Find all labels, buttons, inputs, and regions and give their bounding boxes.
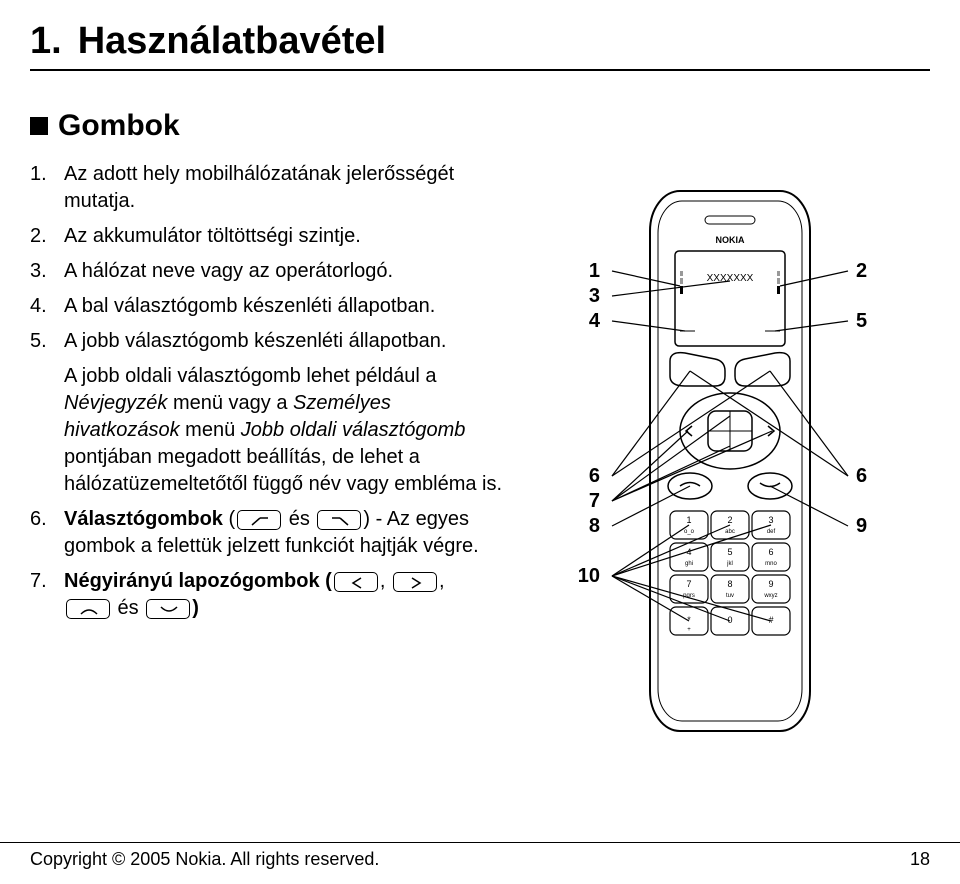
nav-up-icon [66, 599, 110, 619]
list-item: 6. Választógombok ( és ) - Az egyes gomb… [30, 506, 510, 560]
item-text: A bal választógomb készenléti állapotban… [64, 293, 510, 320]
key-8: 8 [727, 579, 732, 589]
key-9b: wxyz [763, 593, 777, 599]
text-column: 1. Az adott hely mobilhálózatának jelerő… [30, 161, 510, 746]
key-2: 2 [727, 515, 732, 525]
key-2b: abc [725, 529, 735, 535]
sub-part: menü [180, 419, 241, 441]
key-6b: mno [765, 561, 777, 567]
brand-text: NOKIA [716, 235, 746, 245]
phone-figure: NOKIA XXXXXXX [530, 161, 930, 746]
key-1b: o_o [684, 529, 695, 535]
nav-down-icon [146, 599, 190, 619]
nav-right-icon [393, 572, 437, 592]
section-title: Gombok [58, 109, 180, 143]
phone-svg: NOKIA XXXXXXX [530, 181, 930, 741]
item-text: Választógombok ( és ) - Az egyes gombok … [64, 506, 510, 560]
callout-3: 3 [589, 285, 600, 307]
item-text: Négyirányú lapozógombok (, , és ) [64, 568, 510, 622]
sub-part: A jobb oldali választógomb lehet például… [64, 365, 436, 387]
key-9: 9 [768, 579, 773, 589]
chapter-title: 1. Használatbavétel [30, 20, 930, 63]
item-text: A hálózat neve vagy az operátorlogó. [64, 258, 510, 285]
key-8b: tuv [726, 593, 734, 599]
nav-left-icon [334, 572, 378, 592]
sub-part: pontjában megadott beállítás, de lehet a… [64, 446, 502, 495]
softkey-left-icon [237, 510, 281, 530]
item-part: ) [192, 597, 199, 619]
item-part: ( [223, 508, 235, 530]
item-number: 7. [30, 568, 54, 622]
list-item: 5. A jobb választógomb készenléti állapo… [30, 328, 510, 355]
item-number: 5. [30, 328, 54, 355]
sub-italic: Névjegyzék [64, 392, 167, 414]
content-row: 1. Az adott hely mobilhálózatának jelerő… [30, 161, 930, 746]
page-footer: Copyright © 2005 Nokia. All rights reser… [0, 842, 960, 870]
callout-5: 5 [856, 310, 867, 332]
title-rule [30, 69, 930, 71]
copyright-text: Copyright © 2005 Nokia. All rights reser… [30, 849, 379, 870]
section-bullet-icon [30, 117, 48, 135]
list-item: 4. A bal választógomb készenléti állapot… [30, 293, 510, 320]
screen-text: XXXXXXX [707, 273, 754, 284]
key-4b: ghi [685, 561, 693, 567]
item-bold: Választógombok [64, 508, 223, 530]
list-item: 2. Az akkumulátor töltöttségi szintje. [30, 223, 510, 250]
callout-2: 2 [856, 260, 867, 282]
item-bold: Négyirányú lapozógombok ( [64, 570, 332, 592]
chapter-number: 1. [30, 20, 62, 63]
key-3b: def [767, 529, 776, 535]
callout-6l: 6 [589, 465, 600, 487]
key-5b: jkl [726, 561, 733, 567]
chapter-heading: Használatbavétel [78, 20, 386, 63]
sub-part: menü vagy a [167, 392, 293, 414]
item-text: Az adott hely mobilhálózatának jelerőssé… [64, 161, 510, 215]
key-7: 7 [686, 579, 691, 589]
item-text: Az akkumulátor töltöttségi szintje. [64, 223, 510, 250]
item-text: A jobb választógomb készenléti állapotba… [64, 328, 510, 355]
callout-8: 8 [589, 515, 600, 537]
list-item: 3. A hálózat neve vagy az operátorlogó. [30, 258, 510, 285]
item-part: , [380, 570, 391, 592]
sub-italic: Jobb oldali választógomb [241, 419, 466, 441]
key-1: 1 [686, 515, 691, 525]
page-number: 18 [910, 849, 930, 870]
item-number: 1. [30, 161, 54, 215]
key-6: 6 [768, 547, 773, 557]
item-part: , [439, 570, 445, 592]
list-item: 1. Az adott hely mobilhálózatának jelerő… [30, 161, 510, 215]
item-part: és [283, 508, 315, 530]
callout-6r: 6 [856, 465, 867, 487]
list-item: 7. Négyirányú lapozógombok (, , és ) [30, 568, 510, 622]
item-part: és [112, 597, 144, 619]
callout-1: 1 [589, 260, 600, 282]
key-5: 5 [727, 547, 732, 557]
callout-10: 10 [578, 565, 600, 587]
key-starb: + [687, 627, 691, 633]
item-number: 2. [30, 223, 54, 250]
item-number: 4. [30, 293, 54, 320]
section-heading: Gombok [30, 109, 930, 143]
callout-4: 4 [589, 310, 601, 332]
item-subtext: A jobb oldali választógomb lehet például… [64, 363, 510, 498]
callout-9: 9 [856, 515, 867, 537]
softkey-right-icon [317, 510, 361, 530]
callout-7: 7 [589, 490, 600, 512]
item-number: 3. [30, 258, 54, 285]
key-3: 3 [768, 515, 773, 525]
item-number: 6. [30, 506, 54, 560]
